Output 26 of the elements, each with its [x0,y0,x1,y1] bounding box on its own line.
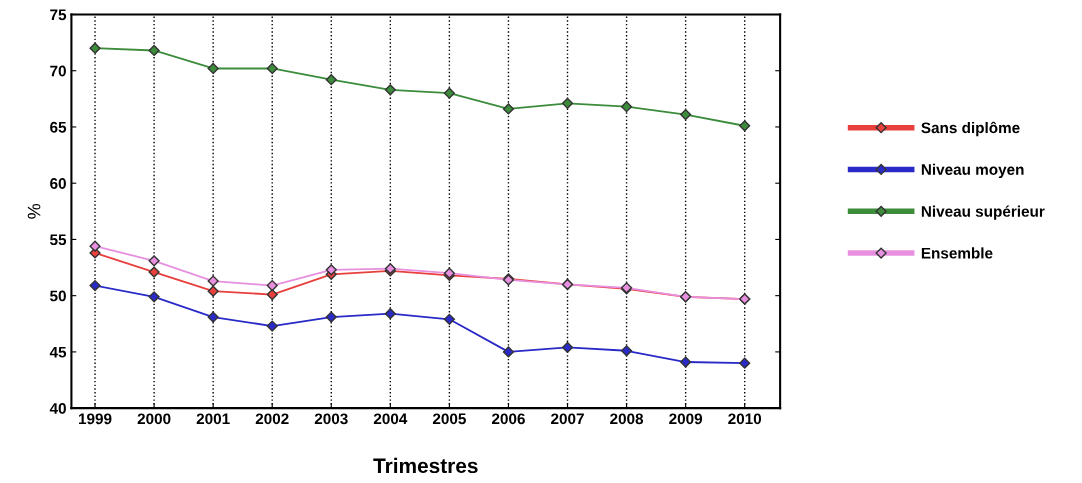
y-tick-label: 45 [49,346,67,358]
y-axis-title: % [27,203,41,219]
legend-label: Sans diplôme [921,121,1020,137]
legend-label: Ensemble [921,247,993,259]
x-tick-label: 2010 [728,413,762,425]
y-tick-label: 60 [50,178,66,189]
x-tick-label: 2002 [255,413,289,425]
y-tick-label: 70 [50,65,66,77]
x-tick-label: 2004 [373,413,408,425]
y-tick-label: 65 [50,121,67,133]
y-tick-label: 50 [50,290,66,302]
legend-label: Niveau supérieur [921,205,1045,220]
x-tick-label: 2003 [314,413,348,425]
x-tick-label: 2007 [551,413,584,425]
x-tick-label: 1999 [79,413,112,425]
x-tick-label: 2008 [610,413,644,425]
x-axis-title: Trimestres [373,457,478,474]
x-tick-label: 2000 [137,413,171,425]
x-tick-label: 2009 [669,413,703,425]
x-tick-label: 2006 [491,413,525,425]
y-tick-label: 40 [49,403,66,414]
x-tick-label: 2005 [432,413,466,425]
y-tick-label: 55 [50,234,67,246]
y-tick-label: 75 [50,9,67,21]
legend-label: Niveau moyen [921,163,1024,178]
x-tick-label: 2001 [196,413,230,425]
